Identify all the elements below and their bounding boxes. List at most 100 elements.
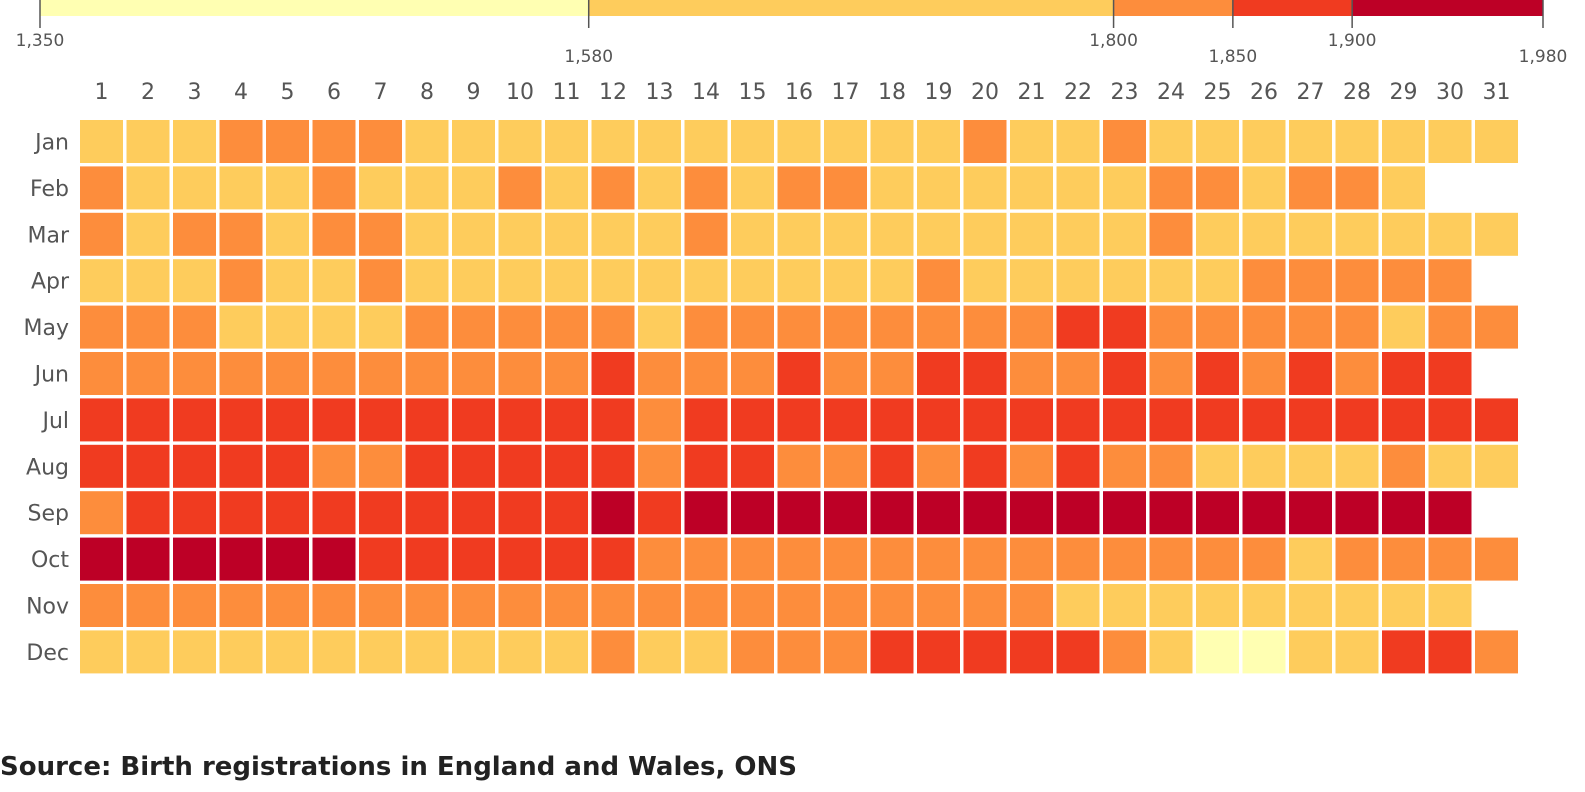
heatmap-cell-nov-21 xyxy=(1010,584,1053,627)
heatmap-cell-may-8 xyxy=(405,305,449,349)
heatmap-cell-feb-8 xyxy=(405,166,449,210)
heatmap-cell-mar-20 xyxy=(963,212,1007,256)
day-label: 6 xyxy=(327,80,341,105)
heatmap-cell-nov-30 xyxy=(1428,584,1472,627)
heatmap-cell-dec-19 xyxy=(917,630,960,674)
heatmap-cell-jul-31 xyxy=(1475,398,1518,442)
heatmap-cell-jul-4 xyxy=(219,398,263,442)
heatmap-cell-jan-4 xyxy=(219,120,263,163)
month-axis: Jan Feb Mar Apr May Jun Jul Aug Sep Oct Nov Dec xyxy=(24,131,70,666)
heatmap-cell-jun-24 xyxy=(1149,352,1193,395)
day-label: 28 xyxy=(1343,80,1371,105)
heatmap-cell-dec-28 xyxy=(1335,630,1379,674)
heatmap-cell-jan-2 xyxy=(126,120,170,163)
heatmap-cell-sep-5 xyxy=(266,491,309,535)
heatmap-cell-mar-25 xyxy=(1196,212,1239,256)
day-label: 22 xyxy=(1064,80,1092,105)
heatmap-cell-may-15 xyxy=(731,305,774,349)
legend-bin-4 xyxy=(1352,0,1543,16)
heatmap-cell-apr-19 xyxy=(917,259,960,303)
heatmap-cell-mar-11 xyxy=(545,212,588,256)
heatmap-cell-oct-12 xyxy=(591,537,635,581)
heatmap-cell-jul-16 xyxy=(777,398,821,442)
heatmap-cell-dec-15 xyxy=(731,630,774,674)
heatmap-cell-jan-24 xyxy=(1149,120,1193,163)
heatmap-cell-jan-23 xyxy=(1103,120,1146,163)
heatmap-cell-dec-10 xyxy=(498,630,542,674)
heatmap-cell-apr-15 xyxy=(731,259,774,303)
heatmap-cell-jul-1 xyxy=(80,398,123,442)
heatmap-cell-aug-21 xyxy=(1010,444,1053,488)
heatmap-cell-jan-3 xyxy=(173,120,216,163)
heatmap-cell-sep-14 xyxy=(684,491,728,535)
heatmap-cell-apr-11 xyxy=(545,259,588,303)
day-label: 31 xyxy=(1483,80,1511,105)
heatmap-cell-mar-4 xyxy=(219,212,263,256)
heatmap-cell-nov-20 xyxy=(963,584,1007,627)
heatmap-cell-dec-25 xyxy=(1196,630,1239,674)
heatmap-cell-oct-22 xyxy=(1056,537,1100,581)
heatmap-cell-jun-13 xyxy=(638,352,681,395)
heatmap-cell-apr-1 xyxy=(80,259,123,303)
heatmap-cell-nov-5 xyxy=(266,584,309,627)
heatmap-cell-may-23 xyxy=(1103,305,1146,349)
heatmap-cell-jan-15 xyxy=(731,120,774,163)
day-label: 1 xyxy=(95,80,109,105)
heatmap-cell-dec-22 xyxy=(1056,630,1100,674)
day-label: 8 xyxy=(420,80,434,105)
heatmap-cell-apr-29 xyxy=(1382,259,1425,303)
heatmap-cell-may-12 xyxy=(591,305,635,349)
heatmap-cell-jan-12 xyxy=(591,120,635,163)
heatmap-cell-apr-26 xyxy=(1242,259,1286,303)
heatmap-cell-nov-1 xyxy=(80,584,123,627)
heatmap-cell-jul-22 xyxy=(1056,398,1100,442)
heatmap-cell-may-18 xyxy=(870,305,914,349)
heatmap-cell-mar-1 xyxy=(80,212,123,256)
day-label: 21 xyxy=(1018,80,1046,105)
heatmap-cell-nov-18 xyxy=(870,584,914,627)
heatmap-cell-oct-23 xyxy=(1103,537,1146,581)
heatmap-cell-mar-12 xyxy=(591,212,635,256)
month-label: Jun xyxy=(33,363,69,388)
heatmap-cell-feb-12 xyxy=(591,166,635,210)
heatmap-cell-feb-7 xyxy=(359,166,402,210)
legend-tick-label-2: 1,800 xyxy=(1089,31,1138,51)
heatmap-cell-jul-26 xyxy=(1242,398,1286,442)
heatmap-cell-aug-8 xyxy=(405,444,449,488)
heatmap-cell-aug-25 xyxy=(1196,444,1239,488)
heatmap-cell-mar-31 xyxy=(1475,212,1518,256)
heatmap-cell-jan-8 xyxy=(405,120,449,163)
heatmap-cell-jan-20 xyxy=(963,120,1007,163)
heatmap-cell-aug-9 xyxy=(452,444,495,488)
heatmap-cell-mar-28 xyxy=(1335,212,1379,256)
month-label: Jan xyxy=(33,131,69,156)
heatmap-cell-may-28 xyxy=(1335,305,1379,349)
day-label: 29 xyxy=(1390,80,1418,105)
heatmap-cell-jul-6 xyxy=(312,398,356,442)
day-axis: 1 2 3 4 5 6 7 8 9 10 11 12 13 14 15 16 17 18 19 20 21 22 23 24 2… xyxy=(95,80,1511,105)
heatmap-cell-feb-2 xyxy=(126,166,170,210)
heatmap-cell-jan-21 xyxy=(1010,120,1053,163)
heatmap-cell-sep-13 xyxy=(638,491,681,535)
heatmap-cell-feb-17 xyxy=(824,166,867,210)
heatmap-cell-jul-11 xyxy=(545,398,588,442)
heatmap-cell-sep-9 xyxy=(452,491,495,535)
heatmap-cell-sep-23 xyxy=(1103,491,1146,535)
heatmap-cell-jun-9 xyxy=(452,352,495,395)
heatmap-cell-nov-2 xyxy=(126,584,170,627)
heatmap-cell-jul-25 xyxy=(1196,398,1239,442)
heatmap-cell-aug-22 xyxy=(1056,444,1100,488)
heatmap-cell-dec-6 xyxy=(312,630,356,674)
heatmap-cell-feb-27 xyxy=(1289,166,1332,210)
heatmap-cell-aug-23 xyxy=(1103,444,1146,488)
heatmap-cell-oct-10 xyxy=(498,537,542,581)
heatmap-cell-jun-16 xyxy=(777,352,821,395)
heatmap-cell-feb-1 xyxy=(80,166,123,210)
heatmap-cell-feb-9 xyxy=(452,166,495,210)
heatmap-cell-may-17 xyxy=(824,305,867,349)
legend-tick-label-0: 1,350 xyxy=(16,31,65,51)
heatmap-cell-dec-17 xyxy=(824,630,867,674)
heatmap-cell-mar-17 xyxy=(824,212,867,256)
day-label: 14 xyxy=(692,80,720,105)
heatmap-cell-sep-6 xyxy=(312,491,356,535)
